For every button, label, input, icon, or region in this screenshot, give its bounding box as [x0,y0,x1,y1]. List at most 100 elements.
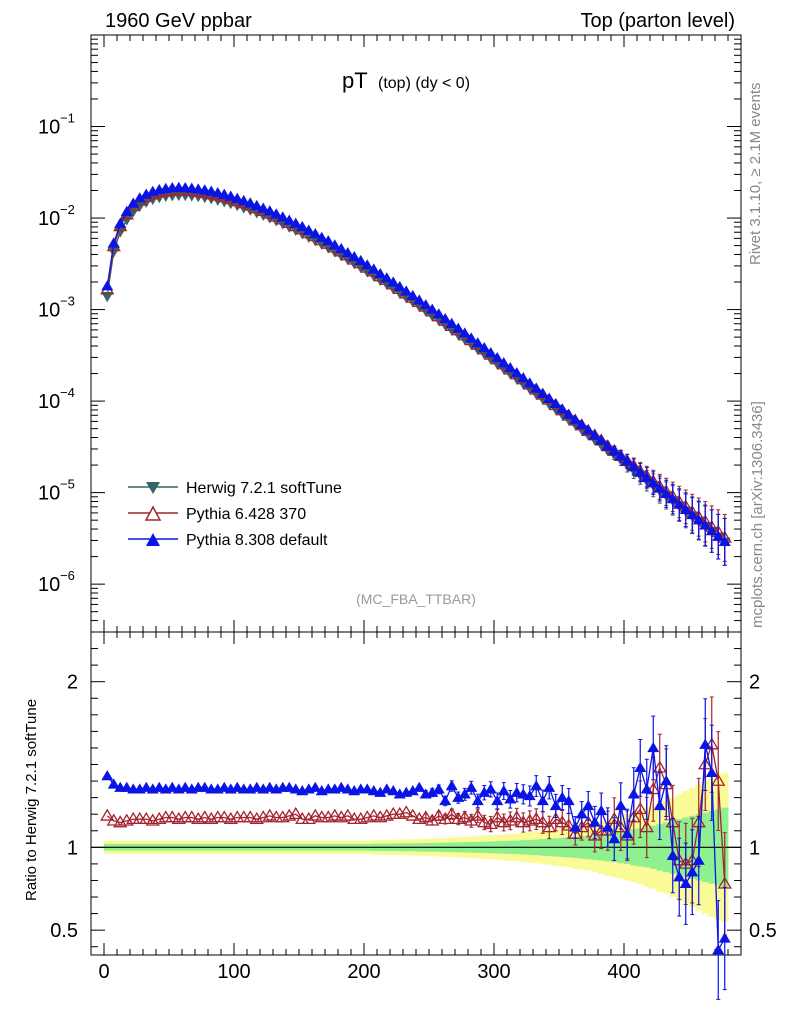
data-point [504,793,517,804]
data-point [250,199,263,211]
data-point [712,530,725,541]
data-point [613,820,628,833]
data-point [711,773,726,786]
data-point [101,280,114,291]
data-point [575,418,588,430]
data-point [244,197,257,208]
ratio-y-tick-label-right: 1 [749,837,760,859]
data-point [627,461,640,472]
data-point [327,808,342,821]
data-point [536,387,549,399]
data-point [542,820,557,833]
data-point [445,780,458,791]
data-point [322,235,335,246]
x-tick-label: 200 [347,961,380,983]
legend-marker-pythia8 [146,533,160,546]
data-point [100,808,115,821]
plot-title-sub: (top) (dy < 0) [378,75,470,92]
data-point [237,194,250,206]
data-point [276,211,289,222]
data-point [444,806,459,820]
data-point [503,813,518,826]
data-point [257,202,270,213]
data-point [640,471,653,483]
data-point [660,775,673,786]
header-right: Top (parton level) [580,10,735,32]
data-point [549,397,562,409]
data-point [705,766,718,777]
data-point [569,414,582,425]
data-point [335,242,348,254]
plot-title-main: pT [342,68,368,93]
data-point [406,289,419,301]
data-point [562,794,575,806]
data-point [608,444,621,456]
data-point [263,205,276,216]
data-point [556,791,569,802]
main-y-tick-exponent: −3 [60,294,75,309]
analysis-label: (MC_FBA_TTBAR) [356,591,476,607]
data-point [627,788,640,799]
data-point [211,186,224,198]
data-point [387,785,400,796]
data-point [595,804,608,816]
data-point [127,197,140,208]
data-point [666,493,679,504]
main-y-tick-label: 10 [38,391,60,413]
data-point [457,810,472,823]
data-point [548,811,563,825]
data-point [262,808,277,821]
x-tick-label: 300 [477,961,510,983]
data-point [705,525,718,536]
data-point [439,794,452,806]
data-point [561,818,576,831]
data-point [673,871,686,882]
data-point [543,392,556,403]
data-point [471,794,484,806]
data-point [595,434,608,445]
data-point [426,303,439,314]
data-point [431,808,446,821]
data-point [140,188,153,199]
data-point [653,799,666,811]
ratio-y-tick-label-right: 2 [749,672,760,694]
legend-item-pythia6: Pythia 6.428 370 [128,505,306,523]
data-point [621,455,634,466]
data-point [328,239,341,250]
data-point [646,782,661,795]
ratio-y-tick-label: 1 [67,837,78,859]
data-point [380,272,393,283]
data-point [309,781,322,792]
data-point [289,217,302,228]
legend-item-pythia8: Pythia 8.308 default [128,532,328,549]
data-point [718,932,731,943]
data-point [692,514,705,525]
data-point [679,503,692,514]
data-point [582,424,595,435]
ratio-y-tick-label: 2 [67,672,78,694]
ratio-ylabel: Ratio to Herwig 7.2.1 softTune [23,699,40,901]
data-point [699,738,712,749]
data-point [588,429,601,440]
data-point [530,780,543,791]
data-point [106,813,121,826]
main-y-tick-label: 10 [38,208,60,230]
data-point [458,788,471,799]
data-point [535,815,550,828]
data-point [543,781,556,792]
data-point [483,816,498,829]
data-point [529,811,544,825]
data-point [107,237,120,248]
data-point [288,806,303,820]
data-point [419,299,432,310]
main-y-tick-exponent: −1 [60,111,75,126]
plot-title: pT (top) (dy < 0) [342,68,470,93]
data-point [107,778,120,789]
data-point [555,815,570,828]
data-point [301,811,316,825]
data-point [634,466,647,477]
data-point [270,208,283,219]
data-point [354,254,367,266]
data-point [341,247,354,258]
